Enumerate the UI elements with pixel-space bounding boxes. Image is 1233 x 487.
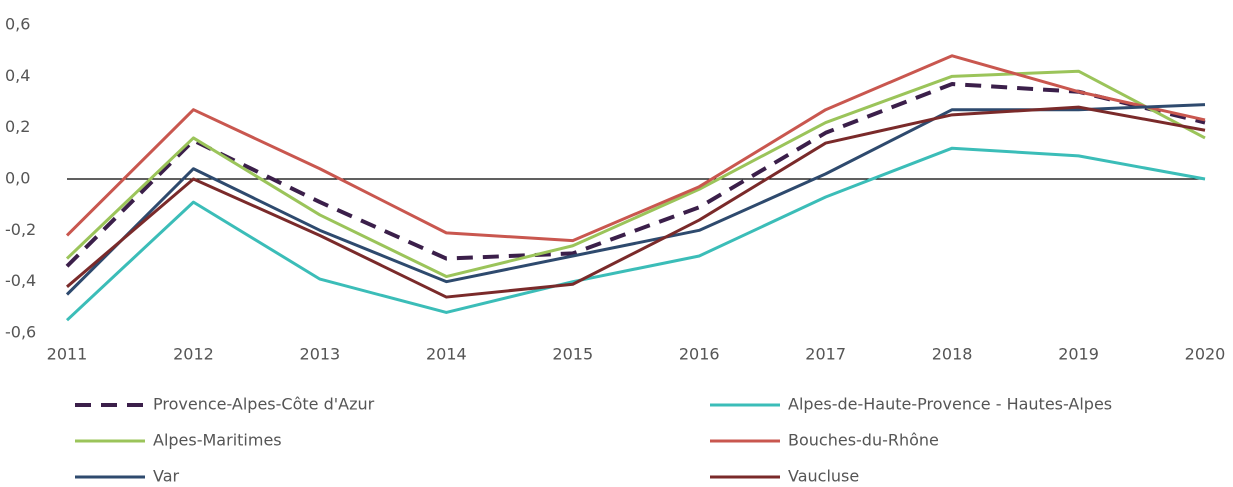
- y-tick-label: 0,2: [5, 117, 30, 136]
- series-line: [66, 105, 1206, 299]
- x-tick-label: 2020: [1185, 345, 1226, 364]
- x-tick-label: 2012: [173, 345, 214, 364]
- legend-label: Bouches-du-Rhône: [788, 431, 939, 450]
- x-tick-label: 2014: [426, 345, 467, 364]
- x-tick-label: 2017: [805, 345, 846, 364]
- x-tick-label: 2015: [552, 345, 593, 364]
- x-tick-label: 2013: [300, 345, 341, 364]
- series-line: [65, 69, 1206, 279]
- y-tick-label: 0,6: [5, 15, 30, 34]
- legend-label: Alpes-Maritimes: [153, 431, 282, 450]
- x-tick-label: 2016: [679, 345, 720, 364]
- x-tick-label: 2018: [932, 345, 973, 364]
- y-tick-label: 0,4: [5, 66, 30, 85]
- legend-label: Alpes-de-Haute-Provence - Hautes-Alpes: [788, 395, 1112, 414]
- legend-label: Var: [153, 467, 180, 486]
- y-tick-label: 0,0: [5, 169, 30, 188]
- series-line: [65, 82, 1206, 268]
- y-tick-label: -0,2: [5, 220, 36, 239]
- series-line: [65, 146, 1206, 322]
- x-tick-label: 2019: [1058, 345, 1099, 364]
- series-line: [65, 54, 1206, 243]
- x-tick-label: 2011: [47, 345, 88, 364]
- y-tick-label: -0,4: [5, 271, 36, 290]
- legend-label: Provence-Alpes-Côte d'Azur: [153, 395, 375, 414]
- legend-label: Vaucluse: [788, 467, 859, 486]
- y-tick-label: -0,6: [5, 323, 36, 342]
